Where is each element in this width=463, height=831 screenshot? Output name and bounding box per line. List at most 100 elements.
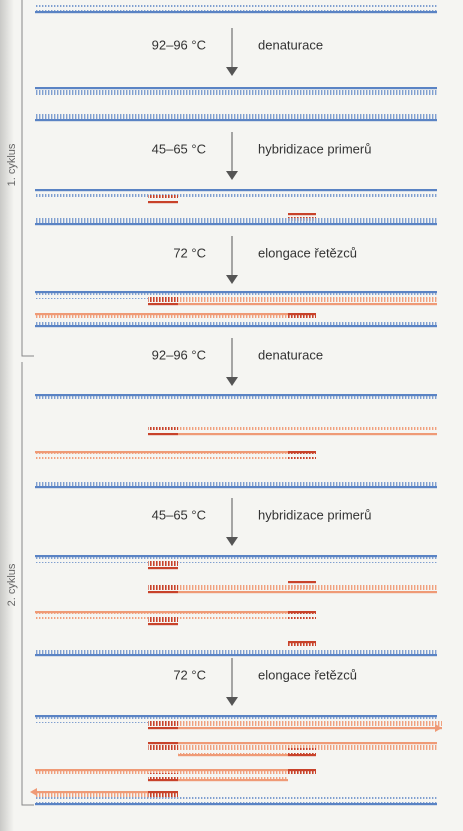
arrow-head [226,537,238,546]
page-edge [0,0,14,831]
backbone [288,581,316,583]
primer [288,641,316,649]
bracket-1 [22,0,34,356]
bases [35,797,437,803]
strand [35,797,437,805]
step-label: denaturace [258,347,323,362]
backbone [148,303,178,305]
step-label: denaturace [258,37,323,52]
temperature: 92–96 °C [152,347,206,362]
backbone [35,11,437,13]
strand [35,5,437,13]
bases [148,297,178,303]
steps: 92–96 °Cdenaturace45–65 °Chybridizace pr… [152,28,372,706]
backbone [178,742,437,744]
bases [35,396,437,402]
strand [35,451,288,459]
backbone [35,87,437,89]
temperature: 72 °C [173,667,206,682]
bases [178,427,437,433]
bases [178,721,442,727]
backbone [288,611,316,613]
backbone [35,451,288,453]
cycle-brackets [22,0,34,805]
arrowhead [30,788,37,796]
arrow-head [226,67,238,76]
arrow-head [226,377,238,386]
backbone [288,769,316,771]
arrow-head [226,275,238,284]
backbone [148,742,178,744]
strand [35,555,437,563]
bases [35,191,437,197]
primer [148,585,178,593]
bases [178,297,437,303]
bases [288,453,316,459]
bases [35,113,437,119]
strand [35,87,437,95]
backbone [148,791,178,793]
backbone [148,567,178,569]
primer [288,748,316,756]
backbone [35,291,437,293]
bases [35,480,437,486]
bases [148,427,178,433]
bases [148,617,178,623]
strand [178,748,288,756]
backbone [35,189,437,191]
bases [148,195,178,201]
backbone [148,623,178,625]
strand [35,217,437,225]
primer [148,297,178,305]
bases [288,771,316,777]
backbone [35,325,437,327]
bases [35,557,437,563]
arrow-head [226,171,238,180]
bases [178,585,437,591]
backbone [148,591,178,593]
strands [30,5,442,805]
backbone [35,715,437,717]
backbone [148,201,178,203]
backbone [148,433,178,435]
strand [178,721,442,732]
backbone [178,303,437,305]
bases [288,748,316,754]
step-label: hybridizace primerů [258,141,371,156]
primer [288,769,316,777]
step: 92–96 °Cdenaturace [152,28,323,76]
backbone [36,791,148,793]
strand [35,394,437,402]
bracket-2 [22,362,34,805]
primer [148,427,178,435]
backbone [35,119,437,121]
backbone [288,641,316,643]
backbone [148,727,178,729]
backbone [35,769,288,771]
pcr-diagram: 1. cyklus 2. cyklus 92–96 °Cdenaturace45… [0,0,463,831]
primer [288,451,316,459]
backbone [178,727,442,729]
temperature: 45–65 °C [152,141,206,156]
strand [35,319,437,327]
step-label: elongace řetězců [258,245,357,260]
bases [288,613,316,619]
arrow-head [226,697,238,706]
step-label: hybridizace primerů [258,507,371,522]
bases [148,721,178,727]
bases [148,561,178,567]
cycle-label: 1. cyklus [6,143,18,186]
backbone [35,313,288,315]
strand [35,480,437,488]
bases [148,744,178,750]
primer [148,561,178,569]
backbone [288,213,316,215]
strand [35,648,437,656]
strand [35,189,437,197]
strand [178,773,288,781]
backbone [35,555,437,557]
bases [178,748,288,754]
step: 92–96 °C denaturace [152,338,323,386]
bases [148,585,178,591]
